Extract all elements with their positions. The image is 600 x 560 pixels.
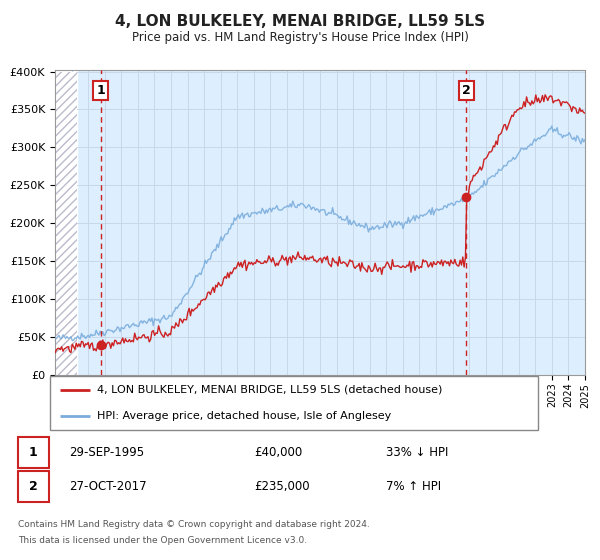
- Text: HPI: Average price, detached house, Isle of Anglesey: HPI: Average price, detached house, Isle…: [97, 412, 391, 421]
- Text: 2: 2: [29, 480, 38, 493]
- Text: 27-OCT-2017: 27-OCT-2017: [70, 480, 147, 493]
- Bar: [55, 72, 77, 375]
- Text: £40,000: £40,000: [254, 446, 302, 459]
- Bar: [55, 70, 77, 375]
- Bar: [585, 72, 600, 375]
- Text: Contains HM Land Registry data © Crown copyright and database right 2024.: Contains HM Land Registry data © Crown c…: [18, 520, 370, 529]
- Text: 1: 1: [29, 446, 38, 459]
- Text: 7% ↑ HPI: 7% ↑ HPI: [386, 480, 442, 493]
- Text: 29-SEP-1995: 29-SEP-1995: [70, 446, 145, 459]
- Text: 4, LON BULKELEY, MENAI BRIDGE, LL59 5LS (detached house): 4, LON BULKELEY, MENAI BRIDGE, LL59 5LS …: [97, 385, 443, 395]
- Text: This data is licensed under the Open Government Licence v3.0.: This data is licensed under the Open Gov…: [18, 536, 307, 545]
- Text: 2: 2: [462, 83, 470, 97]
- Text: Price paid vs. HM Land Registry's House Price Index (HPI): Price paid vs. HM Land Registry's House …: [131, 31, 469, 44]
- FancyBboxPatch shape: [50, 376, 538, 430]
- Text: 33% ↓ HPI: 33% ↓ HPI: [386, 446, 449, 459]
- Text: £235,000: £235,000: [254, 480, 310, 493]
- FancyBboxPatch shape: [18, 437, 49, 468]
- FancyBboxPatch shape: [18, 470, 49, 502]
- Text: 4, LON BULKELEY, MENAI BRIDGE, LL59 5LS: 4, LON BULKELEY, MENAI BRIDGE, LL59 5LS: [115, 14, 485, 29]
- Text: 1: 1: [96, 83, 105, 97]
